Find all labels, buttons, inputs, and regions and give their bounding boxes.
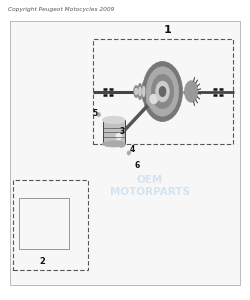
- Ellipse shape: [143, 87, 145, 96]
- Bar: [102, 120, 125, 144]
- Circle shape: [97, 112, 100, 117]
- Ellipse shape: [156, 81, 170, 102]
- Text: Copyright Peugeot Motocycles 2009: Copyright Peugeot Motocycles 2009: [8, 8, 114, 13]
- Text: 3: 3: [120, 128, 125, 136]
- Text: 1: 1: [164, 25, 172, 35]
- Ellipse shape: [146, 67, 179, 116]
- Ellipse shape: [151, 74, 174, 109]
- Text: 4: 4: [130, 146, 135, 154]
- Ellipse shape: [138, 83, 142, 100]
- Ellipse shape: [142, 82, 146, 101]
- Circle shape: [150, 94, 158, 103]
- Ellipse shape: [142, 61, 182, 122]
- Circle shape: [146, 90, 161, 108]
- Ellipse shape: [102, 116, 125, 124]
- Text: 6: 6: [135, 160, 140, 169]
- Bar: [10, 21, 240, 285]
- Bar: [19, 198, 69, 249]
- Ellipse shape: [102, 141, 125, 147]
- Text: 2: 2: [40, 256, 46, 266]
- Circle shape: [116, 134, 121, 140]
- Ellipse shape: [135, 88, 138, 94]
- Ellipse shape: [160, 87, 166, 96]
- Bar: [92, 39, 232, 144]
- Ellipse shape: [134, 85, 139, 98]
- Ellipse shape: [117, 142, 125, 147]
- Text: OEM
MOTORPARTS: OEM MOTORPARTS: [110, 175, 190, 197]
- Bar: [12, 180, 88, 270]
- Circle shape: [127, 151, 130, 155]
- Circle shape: [113, 130, 124, 143]
- Ellipse shape: [184, 81, 198, 102]
- Text: 5: 5: [92, 110, 98, 118]
- Ellipse shape: [139, 87, 141, 96]
